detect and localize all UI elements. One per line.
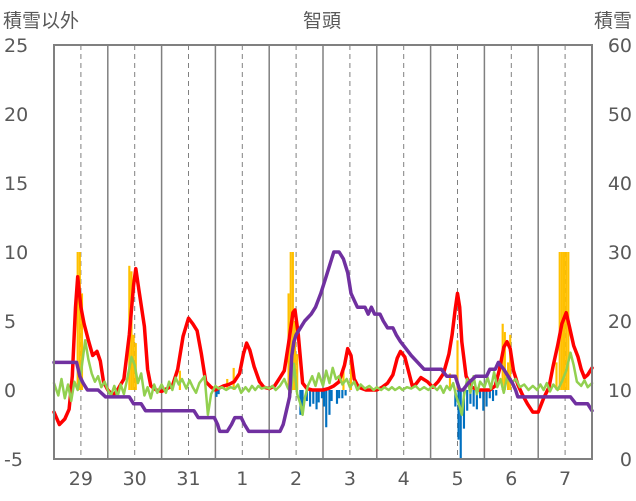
blue-bar (466, 390, 469, 411)
purple-series-line (52, 250, 594, 434)
x-tick-label: 29 (69, 468, 93, 490)
left-axis-label: 積雪以外 (3, 10, 79, 32)
blue-bar (323, 390, 326, 407)
left-tick-label: -5 (4, 449, 23, 471)
line-layer (52, 250, 594, 434)
orange-bar (349, 356, 353, 390)
green-series-line (52, 339, 594, 417)
x-tick-label: 1 (236, 468, 248, 490)
orange-bar (456, 340, 459, 390)
right-tick-label: 30 (608, 242, 632, 264)
blue-bar (317, 390, 320, 403)
orange-bar (232, 367, 235, 390)
blue-bar (320, 390, 323, 399)
left-tick-label: 0 (4, 380, 16, 402)
chart-title: 智頭 (303, 10, 341, 32)
x-tick-label: 31 (176, 468, 200, 490)
orange-bar (342, 370, 345, 390)
orange-bar (503, 332, 506, 390)
x-tick-label: 30 (123, 468, 147, 490)
orange-bar (565, 252, 568, 390)
orange-bar (130, 271, 133, 390)
orange-bar (448, 373, 452, 390)
blue-bar (338, 390, 341, 399)
blue-bar (459, 390, 462, 459)
left-tick-label: 15 (4, 173, 28, 195)
blue-bar (215, 390, 218, 397)
orange-bar (76, 252, 79, 390)
blue-bar (315, 390, 318, 410)
blue-bar (335, 390, 339, 404)
blue-bar (312, 390, 315, 404)
blue-bar (488, 390, 491, 399)
blue-bar (469, 390, 472, 404)
blue-bar (344, 390, 347, 396)
x-tick-label: 6 (505, 468, 517, 490)
blue-bar (330, 390, 333, 402)
left-tick-labels: -5 0 5 10 15 20 25 (4, 35, 28, 471)
blue-bar (457, 390, 460, 440)
blue-bar (325, 390, 328, 428)
right-tick-label: 40 (608, 173, 632, 195)
x-tick-label: 4 (398, 468, 410, 490)
blue-bar (305, 390, 308, 402)
blue-bar (475, 390, 478, 410)
x-tick-label: 5 (451, 468, 463, 490)
blue-bar (301, 390, 304, 407)
right-tick-label: 60 (608, 35, 632, 57)
blue-bar (454, 390, 457, 407)
orange-bar (78, 252, 81, 390)
right-tick-label: 10 (608, 380, 632, 402)
red-series-line (52, 266, 594, 427)
orange-bar (509, 334, 512, 390)
blue-bar (479, 390, 482, 399)
x-tick-labels: 29 30 31 1 2 3 4 5 6 7 (69, 468, 571, 490)
blue-bar (495, 390, 498, 396)
orange-bar (80, 293, 84, 390)
orange-bar (558, 252, 561, 390)
blue-bar (462, 390, 466, 429)
blue-bar (491, 390, 495, 402)
left-tick-label: 20 (4, 104, 28, 126)
left-tick-label: 25 (4, 35, 28, 57)
x-tick-label: 2 (290, 468, 302, 490)
blue-bar (341, 390, 344, 399)
orange-bar (296, 354, 299, 390)
right-tick-label: 50 (608, 104, 632, 126)
left-tick-label: 10 (4, 242, 28, 264)
blue-bar (328, 390, 331, 415)
blue-bar (472, 390, 475, 407)
right-tick-label: 20 (608, 311, 632, 333)
plot-frame (53, 44, 593, 460)
orange-bar (555, 362, 558, 390)
x-tick-label: 7 (559, 468, 571, 490)
blue-bar (482, 390, 485, 411)
orange-bar (293, 321, 297, 390)
blue-bar (485, 390, 488, 407)
blue-bar (309, 390, 312, 407)
right-tick-label: 0 (620, 449, 632, 471)
x-tick-label: 3 (344, 468, 356, 490)
left-tick-label: 5 (4, 311, 16, 333)
right-axis-label: 積雪 (594, 10, 632, 32)
right-tick-labels: 0 10 20 30 40 50 60 (608, 35, 632, 471)
blue-bar (217, 390, 220, 395)
